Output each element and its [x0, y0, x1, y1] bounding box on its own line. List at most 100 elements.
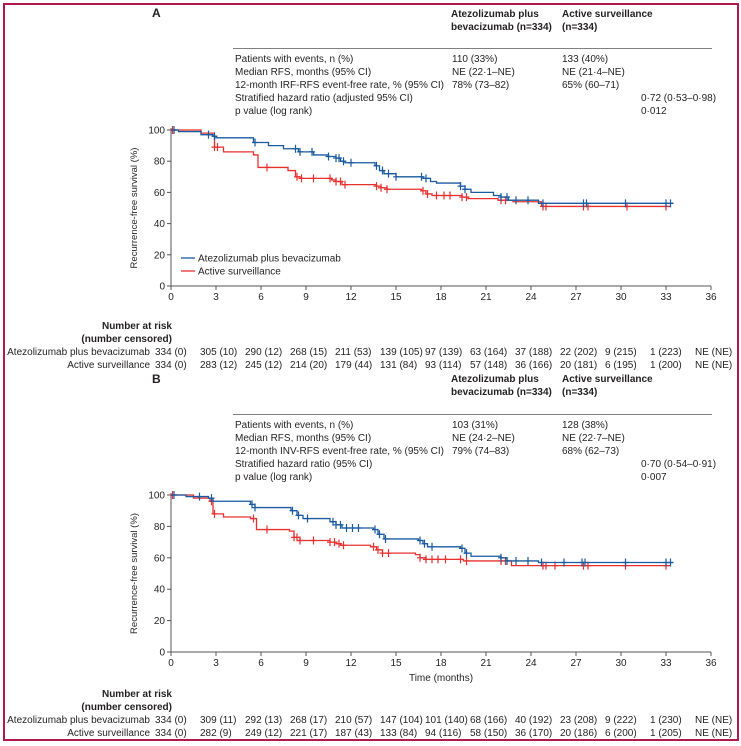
censor-mark: [294, 172, 300, 181]
km-curve-atezo: [171, 129, 674, 204]
y-tick-label: 40: [154, 585, 166, 596]
header-line: Atezolizumab plus: [451, 9, 539, 20]
censor-mark: [342, 180, 348, 189]
header-line: Active surveillance: [562, 374, 653, 385]
censor-mark: [373, 182, 380, 191]
censor-mark: [376, 530, 383, 539]
risk-value: 282 (9): [200, 728, 232, 739]
risk-row-label: Atezolizumab plus bevacizumab: [7, 715, 150, 726]
risk-value: 9 (222): [605, 715, 637, 726]
risk-value: 20 (186): [560, 728, 598, 739]
stats-row-label: 12-month INV-RFS event-free rate, % (95%…: [235, 446, 444, 457]
stats-value-overall: 0·007: [641, 472, 667, 483]
censor-mark: [252, 503, 258, 512]
risk-value: 1 (200): [650, 360, 682, 371]
stats-value-active: 68% (62–73): [562, 446, 620, 457]
risk-value: 292 (13): [245, 715, 283, 726]
risk-value: 309 (11): [200, 715, 237, 726]
risk-value: 245 (12): [245, 360, 283, 371]
censor-mark: [264, 163, 270, 172]
x-tick-label: 36: [705, 292, 717, 303]
risk-value: 23 (208): [560, 715, 598, 726]
risk-value: 334 (0): [155, 360, 187, 371]
x-tick-label: 3: [213, 658, 219, 669]
y-tick-label: 20: [154, 250, 166, 261]
risk-value: 221 (17): [290, 728, 328, 739]
x-tick-label: 24: [525, 292, 537, 303]
stats-value-atezo: NE (22·1–NE): [452, 67, 515, 78]
y-tick-label: 100: [148, 491, 165, 502]
risk-value: 211 (53): [335, 347, 372, 358]
risk-value: 94 (116): [425, 728, 462, 739]
censor-mark: [348, 158, 354, 167]
x-tick-label: 0: [168, 292, 174, 303]
risk-value: NE (NE): [695, 728, 733, 739]
censor-mark: [504, 193, 510, 202]
censor-mark: [337, 520, 344, 529]
censor-mark: [417, 553, 423, 562]
censor-mark: [205, 130, 212, 139]
x-tick-label: 3: [213, 292, 219, 303]
censor-mark: [667, 199, 674, 208]
risk-value: NE (NE): [695, 347, 733, 358]
censor-mark: [513, 556, 519, 565]
censor-mark: [561, 558, 567, 567]
censor-mark: [435, 555, 441, 564]
censor-mark: [327, 174, 333, 183]
censor-mark: [462, 185, 468, 194]
censor-mark: [214, 143, 221, 152]
censor-mark: [304, 514, 311, 523]
stats-row-label: Median RFS, months (95% CI): [235, 67, 372, 78]
censor-mark: [498, 553, 504, 562]
risk-value: 40 (192): [515, 715, 553, 726]
censor-mark: [196, 492, 203, 501]
censor-mark: [310, 536, 317, 545]
km-curve-active: [171, 494, 671, 567]
censor-mark: [385, 169, 392, 178]
stats-header-rule-b: [233, 414, 712, 415]
censor-mark: [208, 494, 215, 503]
censor-mark: [459, 544, 465, 553]
header-line: (n=334): [562, 387, 598, 398]
censor-mark: [421, 539, 428, 548]
x-tick-label: 21: [480, 658, 492, 669]
censor-mark: [513, 196, 519, 205]
censor-mark: [457, 182, 464, 191]
censor-mark: [433, 191, 440, 200]
stats-value-active: 133 (40%): [562, 54, 609, 65]
x-tick-label: 18: [435, 658, 447, 669]
censor-mark: [447, 191, 453, 200]
censor-mark: [423, 555, 429, 564]
risk-value: 305 (10): [200, 347, 238, 358]
risk-value: 268 (17): [290, 715, 328, 726]
risk-title-line: (number censored): [81, 702, 172, 713]
censor-mark: [289, 506, 296, 515]
censor-mark: [336, 154, 342, 163]
censor-mark: [309, 147, 315, 156]
censor-mark: [343, 523, 350, 532]
risk-value: 101 (140): [425, 715, 468, 726]
censor-mark: [171, 491, 177, 499]
risk-value: 283 (12): [200, 360, 238, 371]
stats-value-active: 128 (38%): [562, 420, 609, 431]
censor-mark: [457, 555, 464, 564]
x-tick-label: 33: [660, 292, 672, 303]
y-tick-label: 100: [148, 126, 165, 137]
y-tick-label: 60: [154, 188, 166, 199]
km-curve-active: [171, 129, 671, 208]
x-tick-label: 27: [570, 292, 582, 303]
risk-value: 334 (0): [155, 347, 187, 358]
censor-mark: [379, 166, 386, 175]
x-tick-label: 6: [258, 658, 264, 669]
x-tick-label: 0: [168, 658, 174, 669]
x-tick-label: 30: [615, 292, 627, 303]
censor-mark: [325, 152, 332, 161]
figure-frame: [3, 3, 739, 741]
risk-value: 210 (57): [335, 715, 373, 726]
y-tick-label: 80: [154, 522, 166, 533]
stats-row-label: Stratified hazard ratio (95% CI): [235, 459, 373, 470]
censor-mark: [337, 177, 344, 186]
stats-value-overall: 0·72 (0·53–0·98): [641, 93, 717, 104]
risk-title-line: Number at risk: [101, 689, 172, 700]
